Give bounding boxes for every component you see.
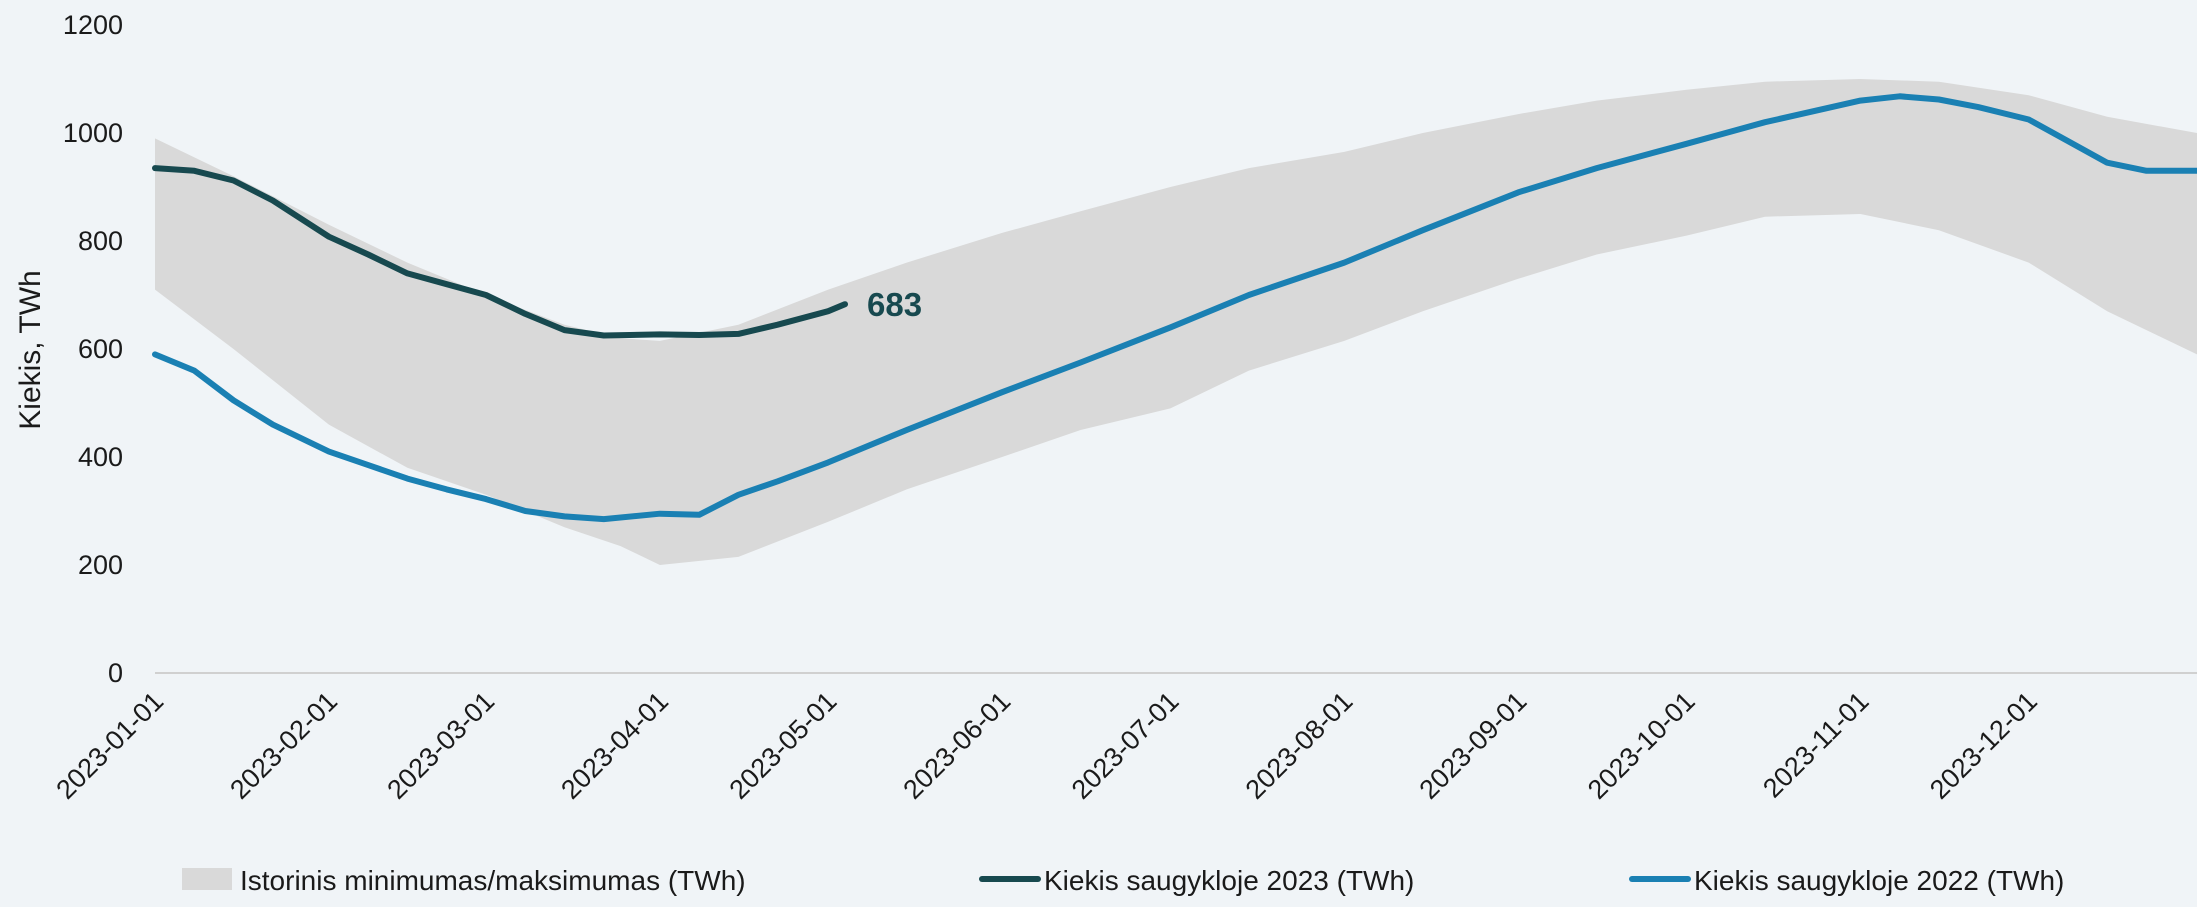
y-axis-label: Kiekis, TWh	[14, 270, 47, 429]
x-tick-label: 2023-06-01	[897, 686, 1016, 805]
x-tick-label: 2023-09-01	[1414, 686, 1533, 805]
y-tick-label: 1200	[63, 10, 123, 40]
y-axis-ticks: 0 200 400 600 800 1000 1200	[63, 10, 123, 688]
end-value-label: 683	[867, 286, 922, 323]
x-axis-ticks: 2023-01-01 2023-02-01 2023-03-01 2023-04-01…	[50, 686, 2043, 805]
y-tick-label: 1000	[63, 118, 123, 148]
y-tick-label: 200	[78, 550, 123, 580]
series-layer	[152, 93, 2197, 523]
legend-label-2023: Kiekis saugykloje 2023 (TWh)	[1044, 865, 1414, 896]
x-tick-label: 2023-07-01	[1066, 686, 1185, 805]
x-tick-label: 2023-12-01	[1924, 686, 2043, 805]
y-tick-label: 0	[108, 658, 123, 688]
legend-swatch-band	[182, 868, 232, 890]
x-tick-label: 2023-10-01	[1582, 686, 1701, 805]
x-tick-label: 2023-11-01	[1757, 686, 1874, 803]
x-tick-label: 2023-03-01	[381, 686, 500, 805]
x-tick-label: 2023-02-01	[224, 686, 343, 805]
legend: Istorinis minimumas/maksimumas (TWh) Kiek…	[182, 865, 2064, 896]
series-line-2023	[152, 165, 848, 339]
legend-label-2022: Kiekis saugykloje 2022 (TWh)	[1694, 865, 2064, 896]
y-tick-label: 600	[78, 334, 123, 364]
y-tick-label: 400	[78, 442, 123, 472]
legend-label-band: Istorinis minimumas/maksimumas (TWh)	[240, 865, 746, 896]
x-tick-label: 2023-04-01	[555, 686, 674, 805]
series-line-2022	[152, 93, 2197, 523]
x-tick-label: 2023-01-01	[50, 686, 169, 805]
x-tick-label: 2023-05-01	[724, 686, 843, 805]
x-tick-label: 2023-08-01	[1240, 686, 1359, 805]
y-tick-label: 800	[78, 226, 123, 256]
annotation-layer: 683	[867, 286, 922, 323]
